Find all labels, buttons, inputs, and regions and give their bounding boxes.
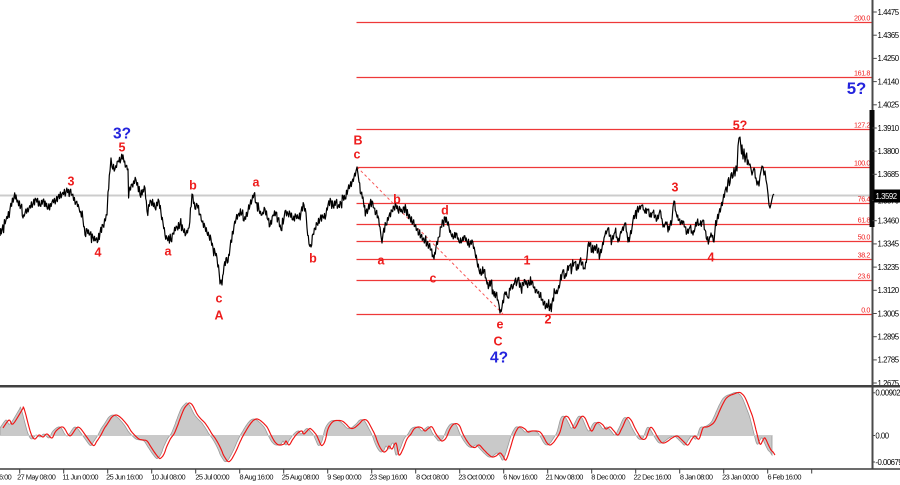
svg-text:b: b: [189, 179, 197, 193]
svg-text:23 Jan 00:00: 23 Jan 00:00: [722, 473, 759, 482]
svg-text:23.6: 23.6: [858, 272, 871, 281]
svg-text:127.2: 127.2: [854, 121, 870, 130]
svg-text:4: 4: [95, 246, 102, 260]
svg-text:1.4365: 1.4365: [878, 31, 900, 40]
svg-text:a: a: [378, 254, 386, 268]
svg-text:23 Oct 00:00: 23 Oct 00:00: [458, 473, 494, 482]
svg-text:5?: 5?: [733, 119, 748, 133]
svg-text:1: 1: [524, 254, 531, 268]
svg-text:1.2895: 1.2895: [878, 333, 900, 342]
svg-text:9 Sep 00:00: 9 Sep 00:00: [327, 473, 361, 482]
svg-text:2: 2: [545, 313, 552, 327]
svg-text:1.3120: 1.3120: [878, 286, 900, 295]
svg-text:-0.00679: -0.00679: [875, 458, 900, 467]
svg-text:1.3592: 1.3592: [876, 192, 897, 201]
svg-text:C: C: [493, 335, 502, 349]
svg-text:1.3005: 1.3005: [878, 309, 900, 318]
svg-text:c: c: [216, 292, 223, 306]
svg-text:0.00902: 0.00902: [875, 389, 900, 398]
svg-text:4: 4: [708, 251, 715, 265]
svg-text:3: 3: [672, 181, 679, 195]
svg-text:21 Nov 08:00: 21 Nov 08:00: [546, 473, 584, 482]
svg-text:1.3460: 1.3460: [878, 217, 900, 226]
svg-text:1.3800: 1.3800: [878, 147, 900, 156]
svg-text:1.3235: 1.3235: [878, 263, 900, 272]
svg-text:22 Dec 16:00: 22 Dec 16:00: [634, 473, 672, 482]
svg-text:5?: 5?: [847, 79, 867, 98]
svg-text:11 Jun 00:00: 11 Jun 00:00: [62, 473, 98, 482]
svg-text:100.0: 100.0: [854, 159, 870, 168]
svg-text:6 Nov 16:00: 6 Nov 16:00: [503, 473, 537, 482]
svg-text:c: c: [430, 272, 437, 286]
svg-text:50.0: 50.0: [858, 233, 871, 242]
svg-text:3?: 3?: [113, 126, 131, 143]
svg-text:5: 5: [119, 141, 126, 155]
svg-text:1.3910: 1.3910: [878, 124, 900, 133]
svg-text:27 May 08:00: 27 May 08:00: [17, 473, 56, 482]
svg-text:b: b: [393, 193, 401, 207]
svg-text:1.2675: 1.2675: [878, 379, 900, 388]
svg-text:25 Jul 00:00: 25 Jul 00:00: [195, 473, 229, 482]
svg-text:61.8: 61.8: [858, 216, 871, 225]
svg-text:1.4025: 1.4025: [878, 101, 900, 110]
svg-text:0.00: 0.00: [875, 431, 889, 440]
svg-text:6:00: 6:00: [0, 473, 12, 482]
svg-text:B: B: [353, 134, 362, 148]
svg-text:8 Dec 00:00: 8 Dec 00:00: [591, 473, 625, 482]
svg-text:8 Aug 16:00: 8 Aug 16:00: [239, 473, 273, 482]
svg-text:10 Jul 08:00: 10 Jul 08:00: [151, 473, 185, 482]
svg-text:1.3685: 1.3685: [878, 170, 900, 179]
svg-text:161.8: 161.8: [854, 69, 870, 78]
svg-text:1.4140: 1.4140: [878, 77, 900, 86]
svg-text:200.0: 200.0: [854, 14, 870, 23]
svg-text:0.0: 0.0: [861, 306, 870, 315]
svg-text:25 Aug 08:00: 25 Aug 08:00: [282, 473, 319, 482]
svg-text:a: a: [165, 245, 173, 259]
svg-text:b: b: [309, 252, 317, 266]
svg-text:8 Jan 08:00: 8 Jan 08:00: [680, 473, 713, 482]
svg-text:1.3345: 1.3345: [878, 240, 900, 249]
svg-text:c: c: [354, 148, 361, 162]
svg-text:3: 3: [68, 175, 75, 189]
svg-text:4?: 4?: [490, 350, 508, 367]
svg-text:76.4: 76.4: [858, 195, 871, 204]
svg-text:A: A: [214, 309, 223, 323]
svg-text:23 Sep 16:00: 23 Sep 16:00: [370, 473, 408, 482]
svg-text:38.2: 38.2: [858, 251, 871, 260]
svg-text:25 Jun 16:00: 25 Jun 16:00: [106, 473, 143, 482]
svg-text:1.4475: 1.4475: [878, 8, 900, 17]
svg-text:a: a: [253, 176, 261, 190]
svg-text:e: e: [497, 318, 504, 332]
svg-text:6 Feb 16:00: 6 Feb 16:00: [767, 473, 801, 482]
svg-text:d: d: [441, 204, 449, 218]
svg-text:8 Oct 08:00: 8 Oct 08:00: [416, 473, 449, 482]
svg-text:1.2785: 1.2785: [878, 356, 900, 365]
svg-text:1.4250: 1.4250: [878, 54, 900, 63]
